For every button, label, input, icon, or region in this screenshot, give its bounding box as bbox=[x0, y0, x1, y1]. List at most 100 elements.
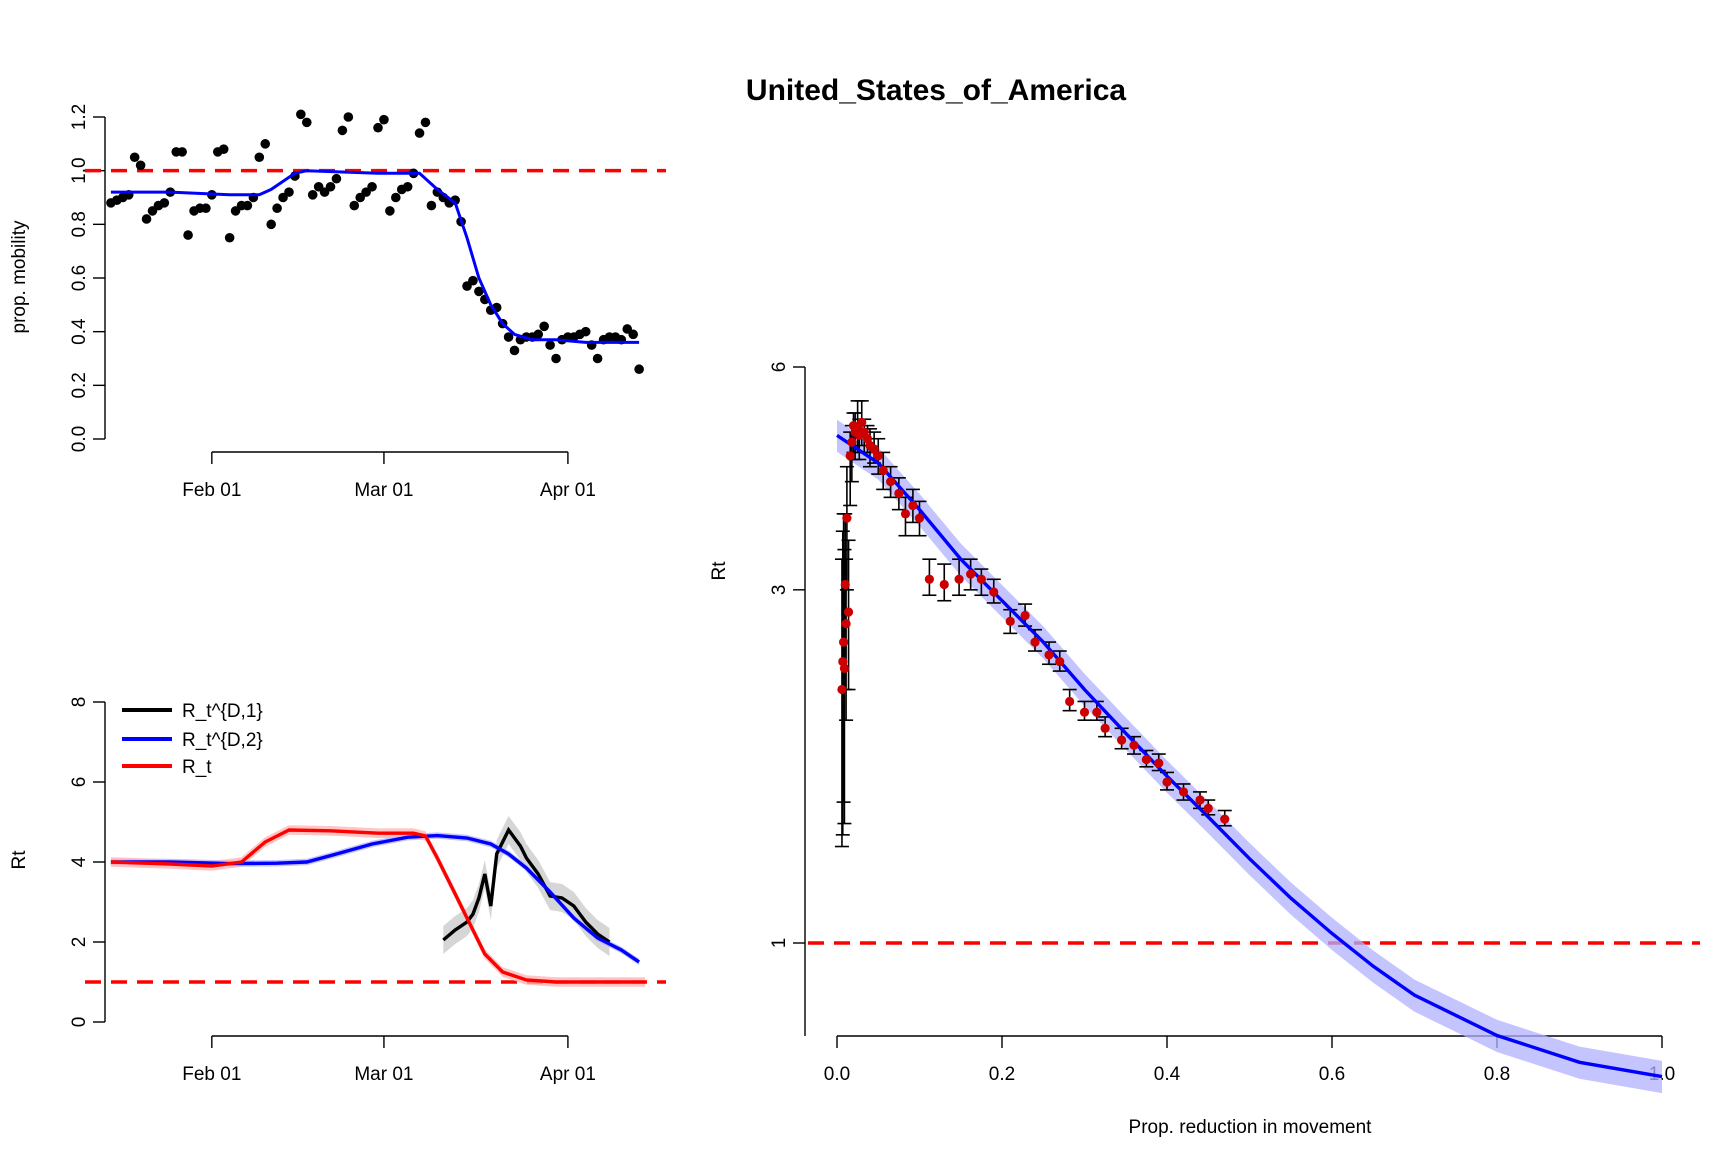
x-tick-label: 0.4 bbox=[1154, 1064, 1181, 1085]
mobility-point bbox=[159, 198, 170, 208]
rt-point bbox=[1154, 758, 1164, 768]
rt-time-panel: 0 2 4 6 8 Feb 01 Mar 01 Apr 01 Rt R_t^{D,1} R_… bbox=[9, 697, 666, 1085]
mobility-point bbox=[301, 117, 312, 128]
rt-point bbox=[843, 607, 854, 617]
y-tick-label: 0.6 bbox=[69, 265, 90, 291]
series-band bbox=[443, 816, 610, 956]
mobility-x-axis: Feb 01 Mar 01 Apr 01 bbox=[182, 451, 596, 501]
mobility-point bbox=[503, 332, 514, 342]
x-tick-label: 0.8 bbox=[1484, 1064, 1510, 1085]
mobility-point bbox=[266, 219, 276, 230]
y-tick-label: 6 bbox=[69, 777, 90, 788]
x-tick-label: Apr 01 bbox=[540, 480, 596, 501]
figure-title: United_States_of_America bbox=[746, 74, 1126, 107]
mobility-point bbox=[284, 187, 294, 197]
rt-point bbox=[839, 663, 850, 673]
x-tick-label: Apr 01 bbox=[540, 1064, 596, 1085]
rt-point bbox=[845, 451, 855, 461]
rt-point bbox=[989, 587, 999, 597]
rt-point bbox=[840, 579, 850, 590]
mobility-point bbox=[183, 230, 193, 240]
y-tick-label: 1.2 bbox=[69, 104, 90, 130]
rt-point bbox=[873, 451, 883, 461]
mobility-point bbox=[218, 144, 229, 154]
mobility-point bbox=[141, 214, 152, 224]
y-tick-label: 8 bbox=[69, 697, 90, 708]
rt-point bbox=[939, 579, 949, 590]
rt-point bbox=[1203, 803, 1213, 813]
fit-line bbox=[836, 433, 1663, 1079]
rt-reduction-y-axis-title: Rt bbox=[709, 561, 730, 581]
mobility-point bbox=[325, 181, 336, 192]
x-tick-label: 0.2 bbox=[989, 1064, 1015, 1085]
y-tick-label: 0.4 bbox=[69, 318, 90, 345]
rt-time-legend: R_t^{D,1} R_t^{D,2} R_t bbox=[122, 701, 263, 778]
rt-time-y-axis-title: Rt bbox=[9, 850, 30, 870]
mobility-point bbox=[385, 206, 395, 216]
mobility-point bbox=[177, 147, 187, 157]
mobility-point bbox=[367, 181, 377, 192]
rt-point bbox=[1092, 707, 1102, 717]
mobility-point bbox=[135, 160, 146, 171]
rt-point bbox=[1162, 777, 1172, 787]
rt-point bbox=[1117, 735, 1127, 745]
rt-point bbox=[1079, 707, 1090, 717]
mobility-point bbox=[634, 364, 644, 375]
mobility-point bbox=[592, 353, 603, 364]
rt-point bbox=[1055, 656, 1065, 667]
y-tick-label: 3 bbox=[769, 585, 790, 596]
rt-point bbox=[894, 488, 904, 498]
mobility-point bbox=[201, 203, 211, 214]
mobility-point bbox=[391, 192, 401, 203]
x-tick-label: Feb 01 bbox=[182, 480, 241, 501]
mobility-point bbox=[539, 321, 549, 332]
mobility-point bbox=[349, 200, 360, 211]
mobility-point bbox=[224, 232, 235, 243]
mobility-point bbox=[296, 109, 306, 120]
rt-point bbox=[914, 513, 925, 523]
series-line bbox=[110, 833, 641, 964]
fit-band bbox=[837, 419, 1662, 1094]
y-tick-label: 0.8 bbox=[69, 211, 90, 237]
rt-point bbox=[1030, 637, 1040, 647]
rt-vs-reduction-panel: 136 0.00.20.40.60.81.0 Rt Prop. reductio… bbox=[709, 362, 1700, 1138]
rt-point bbox=[1220, 814, 1230, 824]
rt-point bbox=[839, 637, 849, 647]
mobility-y-axis: 0.0 0.2 0.4 0.6 0.8 1.0 1.2 bbox=[69, 104, 106, 452]
rt-point bbox=[878, 465, 888, 475]
rt-point bbox=[841, 619, 851, 629]
mobility-y-axis-title: prop. mobility bbox=[9, 220, 30, 333]
rt-point bbox=[1044, 650, 1054, 660]
mobility-point bbox=[468, 275, 478, 286]
y-tick-label: 0.2 bbox=[69, 372, 90, 398]
rt-point bbox=[847, 437, 857, 447]
mobility-point bbox=[260, 139, 271, 149]
x-tick-label: 0.6 bbox=[1319, 1064, 1345, 1085]
y-tick-label: 0.0 bbox=[69, 426, 90, 452]
mobility-point bbox=[343, 112, 354, 122]
rt-point bbox=[1065, 696, 1075, 707]
mobility-point bbox=[379, 114, 389, 125]
mobility-point bbox=[373, 122, 383, 133]
rt-point bbox=[857, 417, 867, 428]
rt-point bbox=[1141, 754, 1151, 765]
y-tick-label: 1.0 bbox=[69, 157, 90, 183]
y-tick-label: 6 bbox=[769, 362, 790, 373]
rt-time-y-axis: 0 2 4 6 8 bbox=[69, 697, 106, 1027]
x-tick-label: Feb 01 bbox=[182, 1064, 241, 1085]
rt-reduction-x-axis-title: Prop. reduction in movement bbox=[1129, 1117, 1373, 1138]
rt-point bbox=[1129, 740, 1139, 750]
mobility-point bbox=[414, 128, 425, 138]
series-band bbox=[110, 832, 640, 966]
mobility-point bbox=[254, 152, 265, 163]
rt-point bbox=[1005, 616, 1015, 626]
y-tick-label: 1 bbox=[769, 938, 790, 949]
mobility-point bbox=[426, 200, 437, 211]
mobility-point bbox=[580, 326, 591, 337]
legend-entry-rt-d2: R_t^{D,2} bbox=[122, 730, 263, 751]
mobility-point bbox=[242, 200, 253, 211]
mobility-point bbox=[420, 117, 431, 128]
rt-reduction-plot-area bbox=[808, 400, 1700, 1094]
y-tick-label: 4 bbox=[69, 856, 90, 867]
